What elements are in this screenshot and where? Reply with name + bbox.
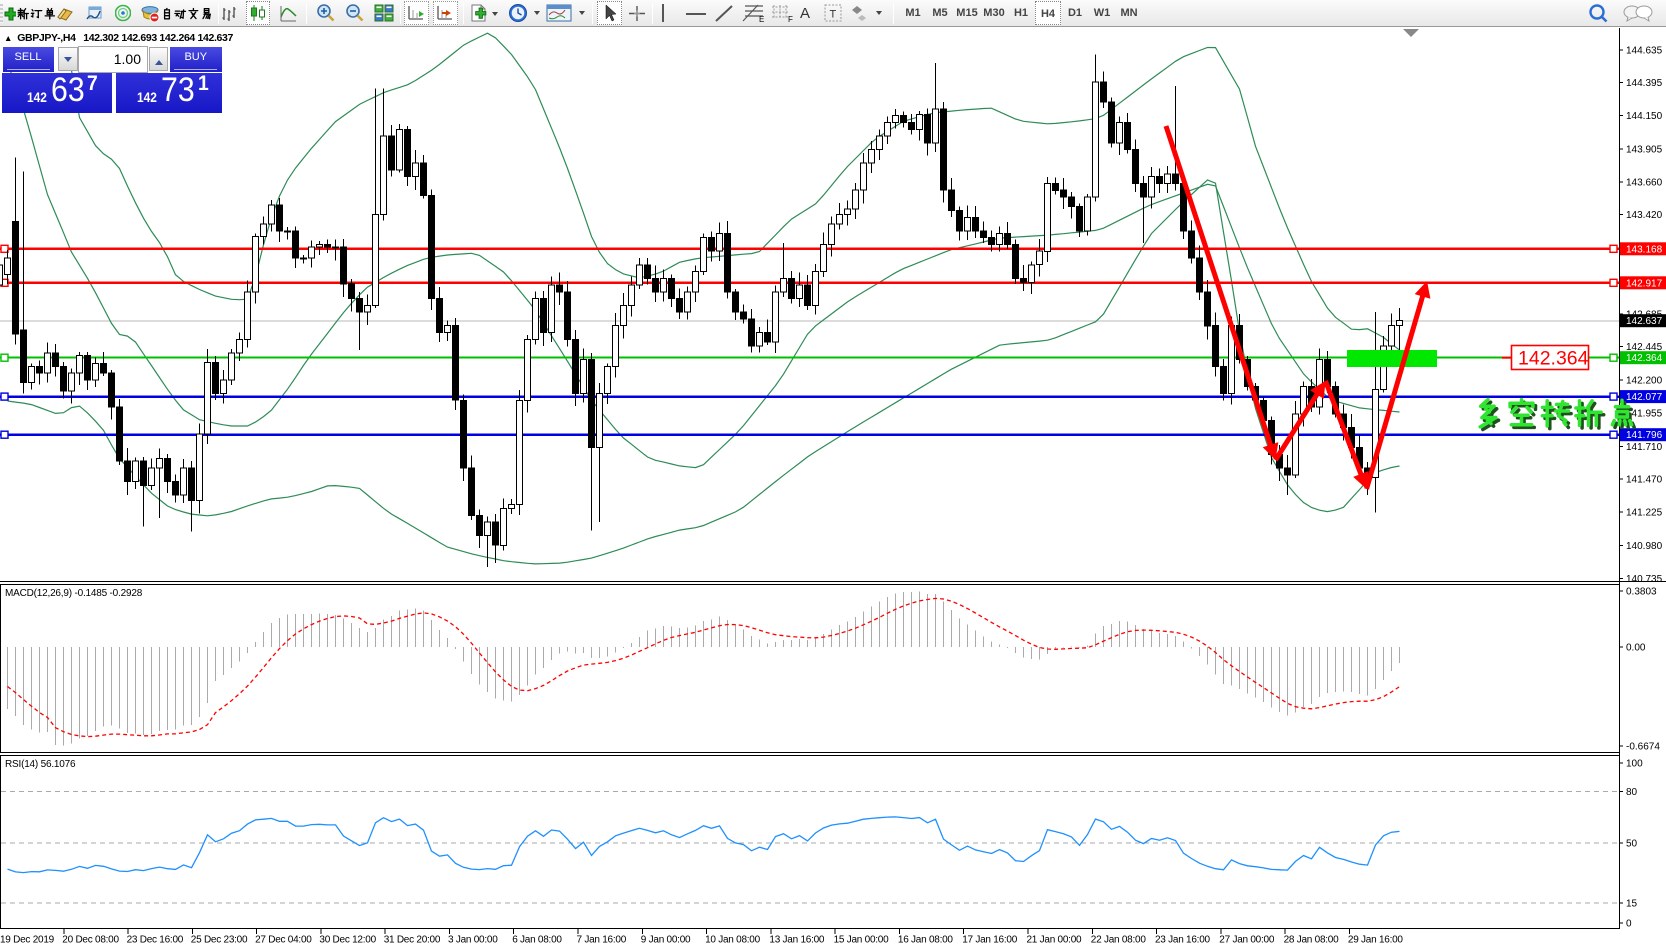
svg-text:23 Dec 16:00: 23 Dec 16:00 [127,935,184,946]
svg-text:6 Jan 08:00: 6 Jan 08:00 [512,935,562,946]
svg-text:140.735: 140.735 [1626,574,1663,585]
svg-text:23 Jan 16:00: 23 Jan 16:00 [1155,935,1211,946]
svg-text:141.470: 141.470 [1626,474,1663,485]
svg-text:7 Jan 16:00: 7 Jan 16:00 [577,935,627,946]
svg-text:141.225: 141.225 [1626,508,1663,519]
svg-text:0.3803: 0.3803 [1626,587,1657,598]
svg-text:RSI(14) 56.1076: RSI(14) 56.1076 [5,759,76,770]
svg-text:22 Jan 08:00: 22 Jan 08:00 [1091,935,1147,946]
svg-text:F: F [788,15,793,23]
svg-text:-0.6674: -0.6674 [1626,742,1660,753]
svg-text:19 Dec 2019: 19 Dec 2019 [0,935,55,946]
svg-text:142.364: 142.364 [1518,348,1589,370]
svg-text:0: 0 [1626,919,1632,930]
svg-text:13 Jan 16:00: 13 Jan 16:00 [769,935,825,946]
svg-text:100: 100 [1626,759,1643,770]
svg-text:142.364: 142.364 [1626,353,1663,364]
svg-text:141.710: 141.710 [1626,442,1663,453]
svg-text:143.168: 143.168 [1626,244,1663,255]
svg-text:142.445: 142.445 [1626,342,1663,353]
svg-text:E: E [759,15,764,23]
svg-text:15: 15 [1626,899,1638,910]
svg-text:142.637: 142.637 [1626,316,1663,327]
svg-text:142.917: 142.917 [1626,278,1663,289]
svg-text:20 Dec 08:00: 20 Dec 08:00 [62,935,119,946]
svg-text:80: 80 [1626,787,1638,798]
svg-text:143.660: 143.660 [1626,178,1663,189]
svg-text:16 Jan 08:00: 16 Jan 08:00 [898,935,954,946]
svg-text:28 Jan 08:00: 28 Jan 08:00 [1284,935,1340,946]
svg-text:141.796: 141.796 [1626,430,1663,441]
svg-text:27 Dec 04:00: 27 Dec 04:00 [255,935,312,946]
svg-text:50: 50 [1626,839,1638,850]
svg-text:29 Jan 16:00: 29 Jan 16:00 [1348,935,1404,946]
svg-text:143.420: 143.420 [1626,210,1663,221]
svg-text:144.635: 144.635 [1626,46,1663,57]
svg-text:144.395: 144.395 [1626,78,1663,89]
svg-text:17 Jan 16:00: 17 Jan 16:00 [962,935,1018,946]
svg-text:140.980: 140.980 [1626,541,1663,552]
svg-text:142.077: 142.077 [1626,392,1663,403]
svg-text:3 Jan 00:00: 3 Jan 00:00 [448,935,498,946]
svg-text:25 Dec 23:00: 25 Dec 23:00 [191,935,248,946]
svg-text:15 Jan 00:00: 15 Jan 00:00 [834,935,890,946]
svg-text:142.200: 142.200 [1626,375,1663,386]
svg-text:27 Jan 00:00: 27 Jan 00:00 [1219,935,1275,946]
svg-text:0.00: 0.00 [1626,643,1646,654]
svg-text:21 Jan 00:00: 21 Jan 00:00 [1027,935,1083,946]
svg-text:T: T [830,9,837,21]
svg-text:141.955: 141.955 [1626,409,1663,420]
svg-text:10 Jan 08:00: 10 Jan 08:00 [705,935,761,946]
svg-text:31 Dec 20:00: 31 Dec 20:00 [384,935,441,946]
svg-text:MACD(12,26,9) -0.1485 -0.2928: MACD(12,26,9) -0.1485 -0.2928 [5,588,143,599]
svg-text:144.150: 144.150 [1626,111,1663,122]
svg-text:9 Jan 00:00: 9 Jan 00:00 [641,935,691,946]
svg-text:30 Dec 12:00: 30 Dec 12:00 [319,935,376,946]
svg-text:143.905: 143.905 [1626,144,1663,155]
